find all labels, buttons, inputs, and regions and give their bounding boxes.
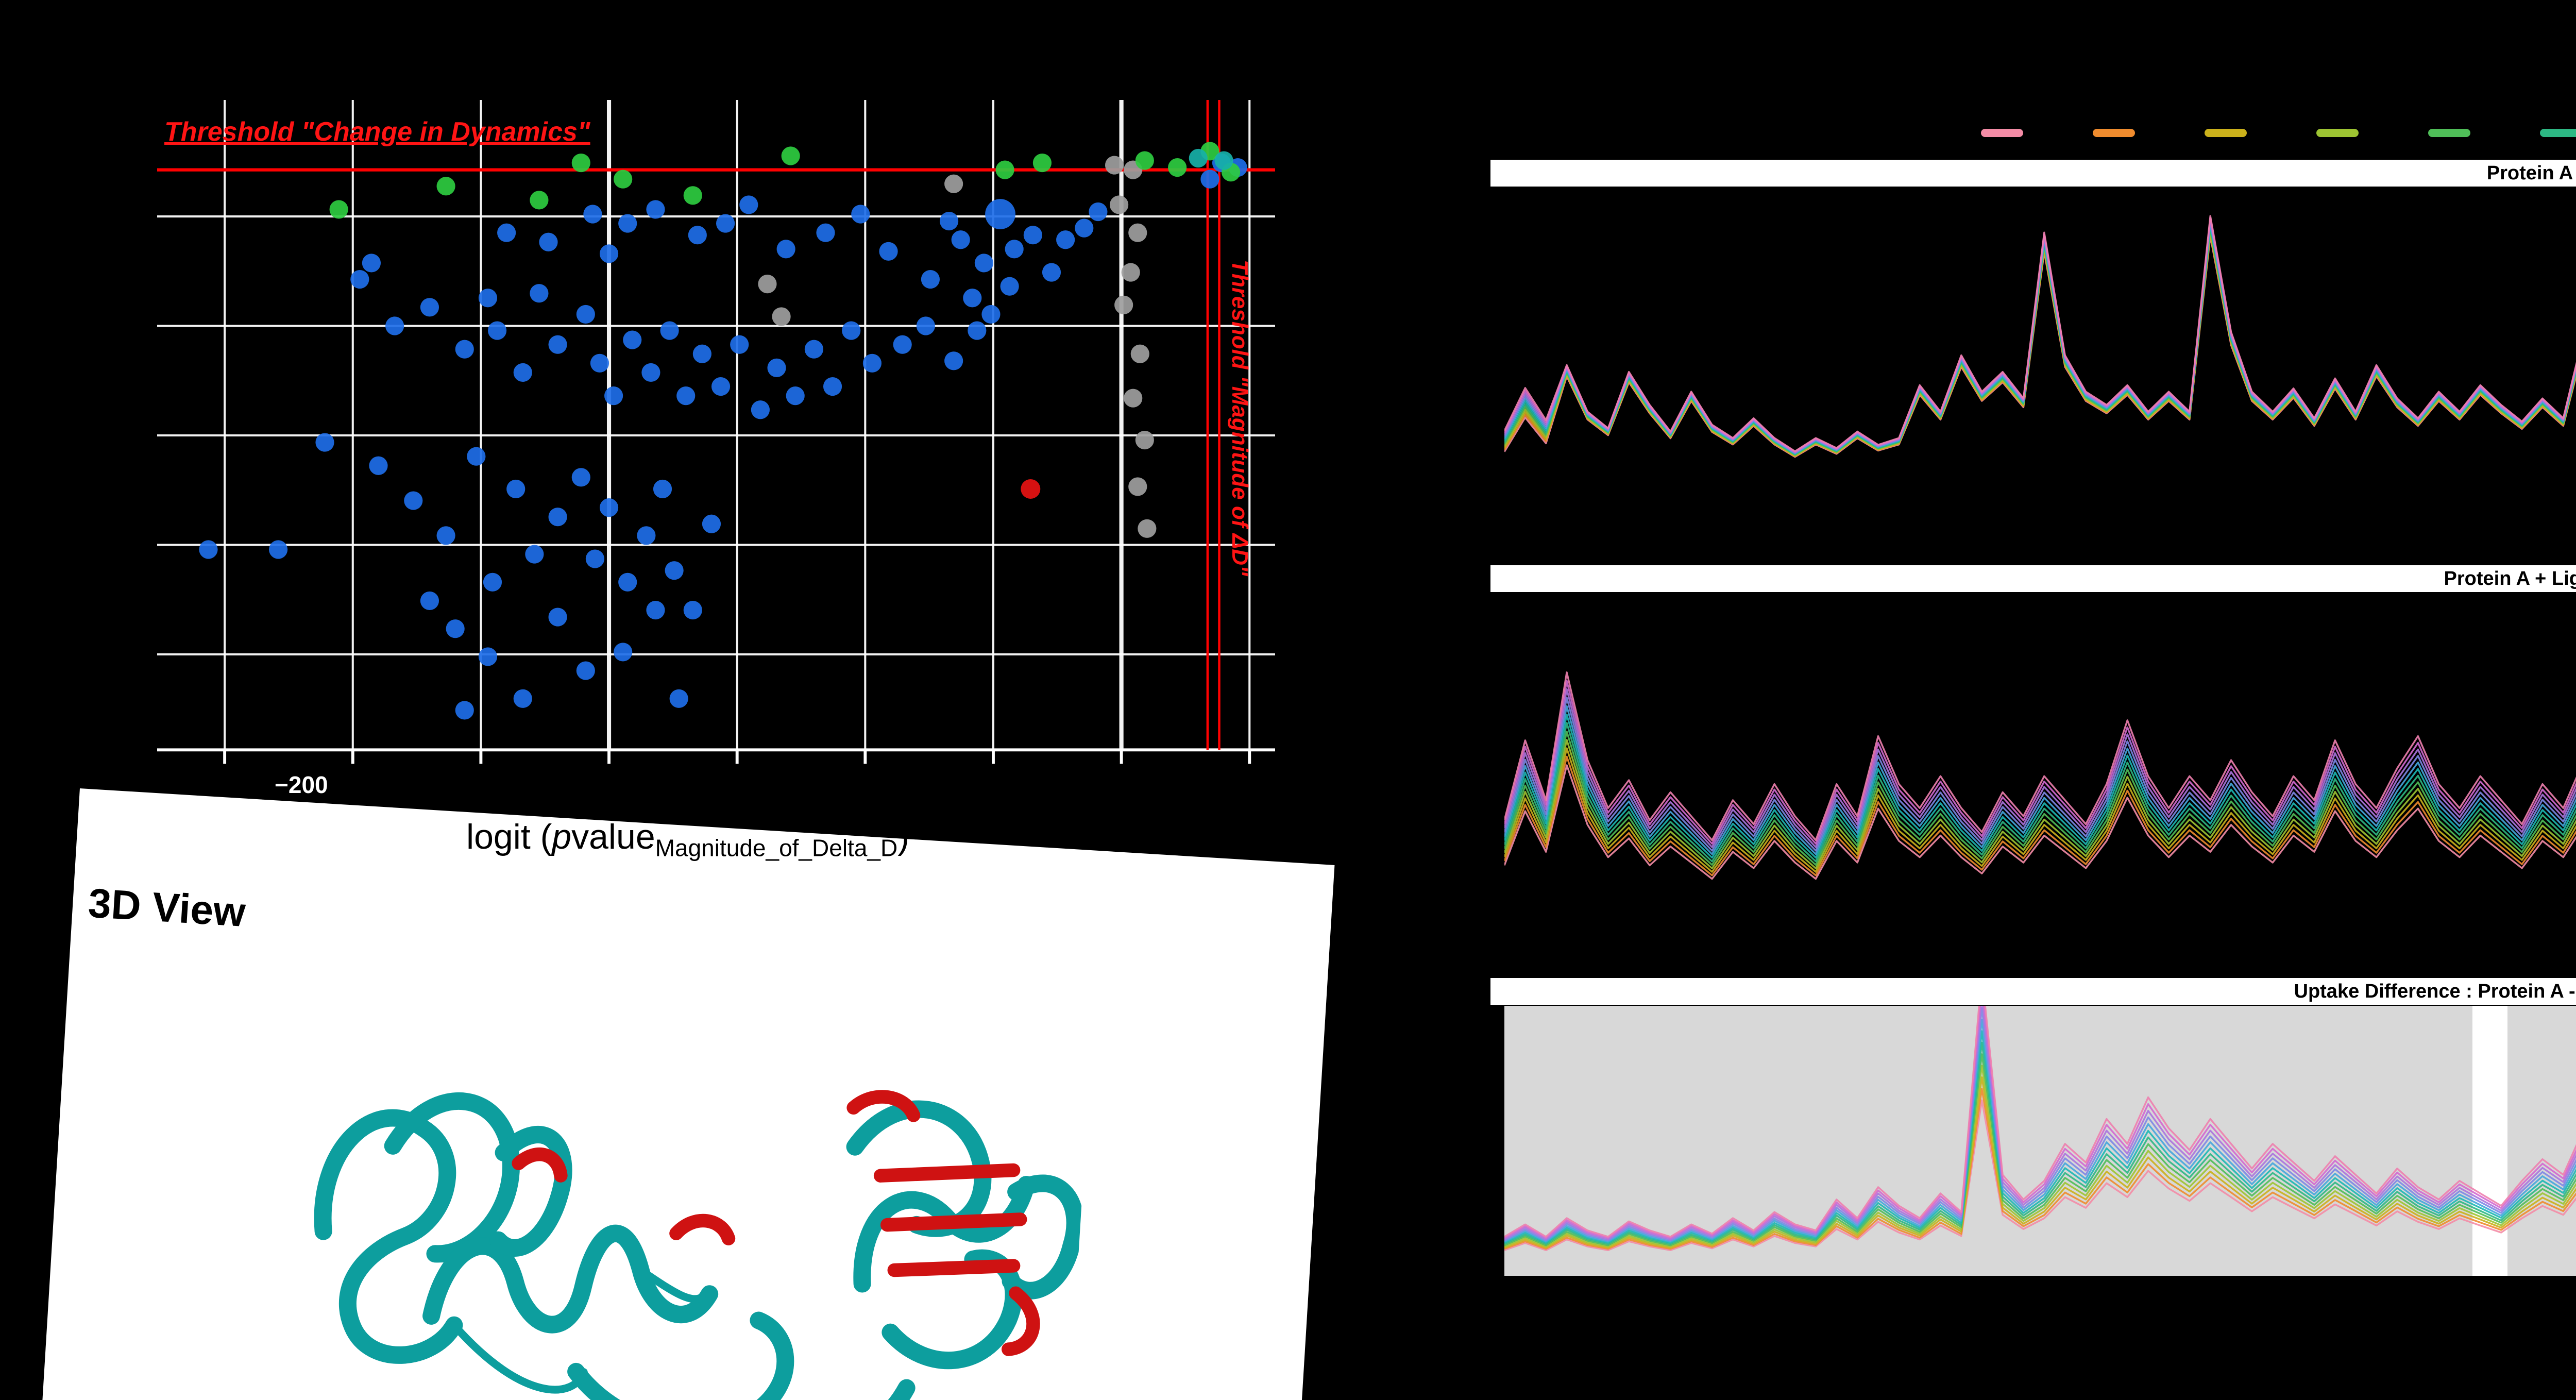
uptake-series-line (1504, 1041, 2576, 1245)
ribbon-highlight (669, 1213, 736, 1245)
uptake-series-line (1504, 730, 2576, 866)
x-axis-label-value: value (571, 817, 655, 856)
legend-dash[interactable] (2316, 129, 2359, 137)
uptake-series-line (1504, 1076, 2576, 1249)
uptake-series-line (1504, 705, 2576, 855)
uptake-series-line (1504, 1006, 2576, 1240)
ribbon-strand (314, 1109, 463, 1364)
x-axis-label-subscript: Magnitude_of_Delta_D (655, 834, 898, 862)
3d-view-card[interactable]: 3D View (37, 788, 1335, 1400)
uptake-series-line (1504, 739, 2576, 869)
ribbon-highlight (1002, 1286, 1040, 1356)
ribbon-strand (422, 1224, 719, 1334)
ribbon-highlight (846, 1090, 921, 1122)
uptake-series-line (1504, 1099, 2576, 1252)
volcano-scatter-plot[interactable] (157, 100, 1275, 775)
timepoint-legend (1981, 129, 2576, 137)
uptake-series-line (1504, 215, 2576, 452)
uptake-series-line (1504, 696, 2576, 852)
legend-dash[interactable] (2093, 129, 2135, 137)
panel-title-protein-a-ligand: Protein A + Ligand (1490, 565, 2576, 592)
legend-dash[interactable] (2540, 129, 2576, 137)
uptake-series-line (1504, 1006, 2576, 1238)
ribbon-strand (489, 1126, 572, 1257)
threshold-dynamics-label: Threshold "Change in Dynamics" (164, 117, 590, 147)
uptake-series-line (1504, 755, 2576, 876)
3d-view-title: 3D View (87, 880, 247, 935)
uptake-series-line (1504, 722, 2576, 863)
legend-dash[interactable] (1981, 129, 2023, 137)
ribbon-loop (637, 1266, 706, 1303)
panel-title-uptake-difference: Uptake Difference : Protein A - (Protein… (1490, 978, 2576, 1005)
x-axis-tick-label: −200 (275, 771, 328, 798)
uptake-series-line (1504, 747, 2576, 873)
ribbon-strand (567, 1311, 794, 1400)
uptake-series-line (1504, 1088, 2576, 1250)
ribbon-highlight (512, 1148, 568, 1183)
uptake-series-line (1504, 671, 2576, 841)
ribbon-highlight (873, 1163, 1021, 1183)
x-axis-label-prefix: logit ( (466, 817, 552, 856)
ribbon-highlight (880, 1212, 1027, 1232)
uptake-series-line (1504, 1053, 2576, 1246)
uptake-series-line (1504, 1065, 2576, 1247)
uptake-series-line (1504, 1006, 2576, 1239)
uptake-series-line (1504, 688, 2576, 848)
ribbon-strand (1002, 1174, 1084, 1300)
uptake-difference-panel (1504, 1006, 2576, 1276)
x-axis-label: logit (pvalueMagnitude_of_Delta_D) (466, 817, 909, 862)
ribbon-loop (450, 1321, 588, 1394)
volcano-plot-panel: Threshold "Change in Dynamics" Threshold… (157, 100, 1275, 798)
x-axis-label-suffix: ) (897, 817, 909, 856)
legend-dash[interactable] (2428, 129, 2470, 137)
panel-title-protein-a: Protein A (1490, 160, 2576, 187)
uptake-series-line (1504, 764, 2576, 880)
plot-background-segment (2507, 1006, 2576, 1276)
uptake-series-line (1504, 1018, 2576, 1243)
uptake-chart-protein-a-ligand[interactable] (1504, 599, 2576, 971)
threshold-magnitude-label: Threshold "Magnitude of ΔD" (1227, 260, 1252, 576)
protein-ribbon-structure[interactable] (190, 947, 1094, 1400)
legend-dash[interactable] (2205, 129, 2247, 137)
uptake-series-line (1504, 218, 2576, 453)
uptake-series-line (1504, 680, 2576, 845)
uptake-series-line (1504, 1030, 2576, 1244)
uptake-difference-chart[interactable] (1504, 1006, 2576, 1276)
uptake-series-line (1504, 713, 2576, 859)
ribbon-highlight (887, 1259, 1021, 1277)
uptake-chart-protein-a[interactable] (1504, 192, 2576, 548)
uptake-series-line (1504, 1007, 2576, 1242)
x-axis-label-p: p (552, 817, 572, 856)
